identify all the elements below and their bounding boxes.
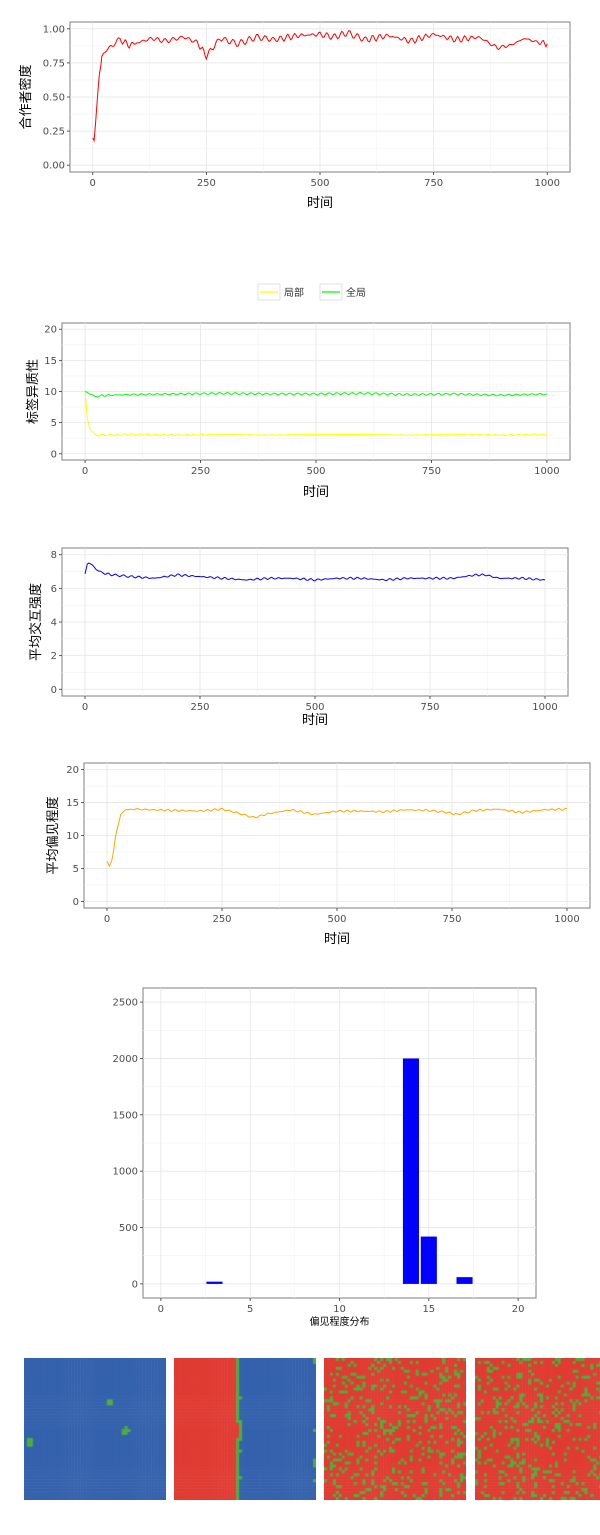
series-line: [92, 30, 548, 143]
interaction-strength-svg: 0 250 500 750 1000 0 2 4 6 8 时间 平均交互强度: [28, 547, 569, 728]
y-tick-label: 1000: [113, 1167, 138, 1178]
y-tick-label: 20: [66, 765, 79, 776]
y-tick-label: 0.75: [43, 58, 65, 69]
y-tick-label: 5: [51, 418, 57, 429]
series-line-局部: [84, 390, 548, 437]
y-tick-label: 15: [66, 798, 79, 809]
chart-cooperator-density: 0 250 500 750 1000 0.00 0.25 0.50 0.75 1.00 时间 合作者密…: [0, 0, 600, 210]
bar: [206, 1281, 223, 1284]
x-tick-label: 250: [190, 702, 209, 713]
x-axis-title: 偏见程度分布: [310, 1315, 370, 1328]
legend-label: 全局: [346, 286, 366, 299]
x-axis-title: 时间: [324, 932, 350, 947]
y-axis-title: 平均偏见程度: [45, 796, 61, 874]
x-tick-label: 0: [158, 1304, 164, 1315]
chart-interaction-strength: 0 250 500 750 1000 0 2 4 6 8 时间 平均交互强度: [0, 540, 600, 730]
lattice-map-4: [475, 1358, 600, 1500]
y-tick-label: 5: [73, 864, 79, 875]
y-tick-label: 2000: [113, 1054, 138, 1065]
x-tick-label: 750: [424, 178, 443, 189]
x-tick-label: 1000: [535, 178, 560, 189]
series-line: [106, 807, 568, 868]
x-tick-label: 500: [305, 702, 324, 713]
x-tick-label: 15: [422, 1304, 435, 1315]
chart-tag-heterogeneity: 0 250 500 750 1000 0 5 10 15 20 时间 标签异质性 局部 全局: [0, 270, 600, 500]
y-tick-label: 0.00: [43, 161, 65, 172]
lattice-map-3: [324, 1358, 466, 1500]
tag-heterogeneity-svg: 0 250 500 750 1000 0 5 10 15 20 时间 标签异质性 局部 全局: [25, 283, 571, 500]
y-tick-label: 4: [51, 618, 57, 629]
chart-prejudice-level: 0 250 500 750 1000 0 5 10 15 20 时间 平均偏见程度: [0, 755, 600, 955]
y-tick-label: 2: [51, 651, 57, 662]
y-tick-label: 2500: [113, 998, 138, 1009]
x-tick-label: 1000: [534, 466, 559, 477]
y-tick-label: 10: [66, 831, 79, 842]
lattice-map-2: [174, 1358, 316, 1500]
y-tick-label: 0.25: [43, 127, 65, 138]
bar: [420, 1236, 437, 1284]
x-tick-label: 250: [197, 178, 216, 189]
x-axis-title: 时间: [303, 485, 329, 500]
chart-prejudice-distribution: 0 5 10 15 20 0 500 1000 1500 2000 2500 偏见程度分布: [0, 980, 600, 1340]
x-tick-label: 250: [191, 466, 210, 477]
x-tick-label: 1000: [554, 914, 579, 925]
x-tick-label: 5: [247, 1304, 253, 1315]
x-axis-title: 时间: [307, 196, 333, 210]
x-tick-label: 250: [212, 914, 231, 925]
y-tick-label: 6: [51, 584, 57, 595]
x-tick-label: 0: [82, 466, 88, 477]
lattice-map-1: [24, 1358, 166, 1500]
x-tick-label: 500: [327, 914, 346, 925]
x-tick-label: 500: [310, 178, 329, 189]
y-tick-label: 0.50: [43, 93, 65, 104]
x-tick-label: 10: [333, 1304, 346, 1315]
bar: [456, 1277, 473, 1284]
y-tick-label: 0: [132, 1279, 138, 1290]
x-tick-label: 750: [420, 702, 439, 713]
x-tick-label: 500: [306, 466, 325, 477]
y-axis-title: 合作者密度: [18, 64, 34, 129]
y-tick-label: 500: [119, 1223, 138, 1234]
y-tick-label: 10: [44, 387, 57, 398]
prejudice-level-svg: 0 250 500 750 1000 0 5 10 15 20 时间 平均偏见程度: [45, 762, 591, 947]
y-tick-label: 0: [73, 897, 79, 908]
series-line-全局: [84, 391, 547, 398]
x-tick-label: 750: [442, 914, 461, 925]
bar: [402, 1058, 419, 1284]
y-tick-label: 1.00: [43, 24, 65, 35]
series-line: [84, 562, 546, 582]
x-tick-label: 20: [512, 1304, 525, 1315]
x-tick-label: 0: [104, 914, 110, 925]
y-tick-label: 8: [51, 550, 57, 561]
y-tick-label: 0: [51, 449, 57, 460]
x-tick-label: 0: [82, 702, 88, 713]
y-tick-label: 15: [44, 356, 57, 367]
y-tick-label: 1500: [113, 1110, 138, 1121]
x-tick-label: 750: [422, 466, 441, 477]
y-axis-title: 平均交互强度: [28, 583, 44, 661]
prejudice-distribution-svg: 0 5 10 15 20 0 500 1000 1500 2000 2500 偏见程度分布: [113, 987, 537, 1328]
y-tick-label: 0: [51, 685, 57, 696]
y-axis-title: 标签异质性: [25, 359, 41, 424]
x-tick-label: 1000: [532, 702, 557, 713]
legend-label: 局部: [284, 286, 304, 299]
x-tick-label: 0: [90, 178, 96, 189]
x-axis-title: 时间: [302, 713, 328, 728]
y-tick-label: 20: [44, 325, 57, 336]
cooperator-density-svg: 0 250 500 750 1000 0.00 0.25 0.50 0.75 1.00 时间 合作者密…: [18, 21, 571, 210]
